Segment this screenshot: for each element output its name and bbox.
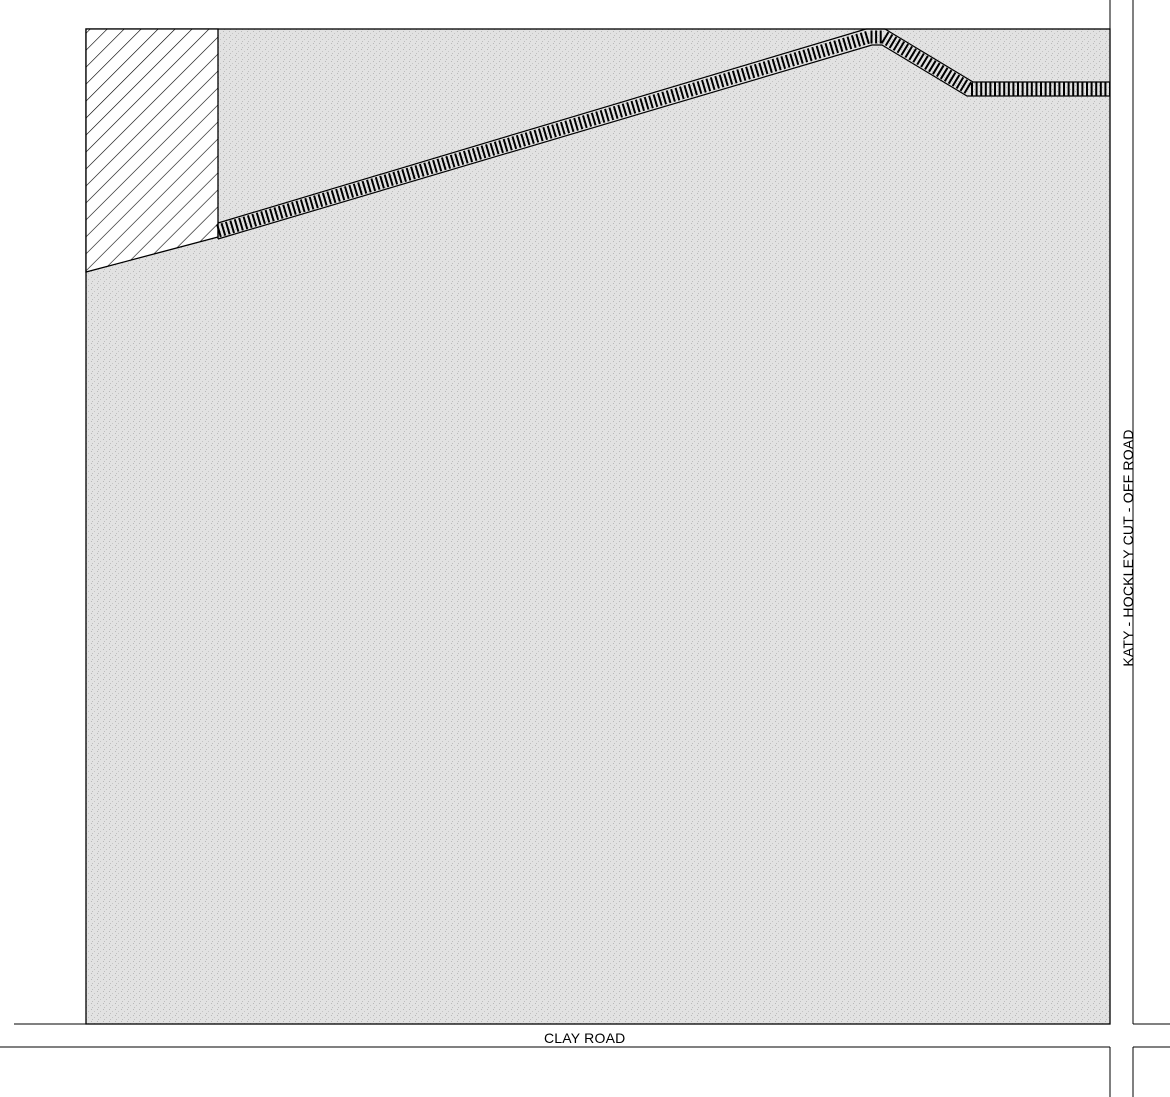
easement-strip-outer-edge [217,28,1110,224]
hatched-reserve-area [85,28,219,273]
easement-strip-inner-edge [217,44,1110,240]
parcel-tract [85,28,1111,1025]
katy-hockley-road-label: KATY - HOCKLEY CUT - OFF ROAD [1120,429,1136,667]
clay-road-label: CLAY ROAD [544,1030,626,1046]
